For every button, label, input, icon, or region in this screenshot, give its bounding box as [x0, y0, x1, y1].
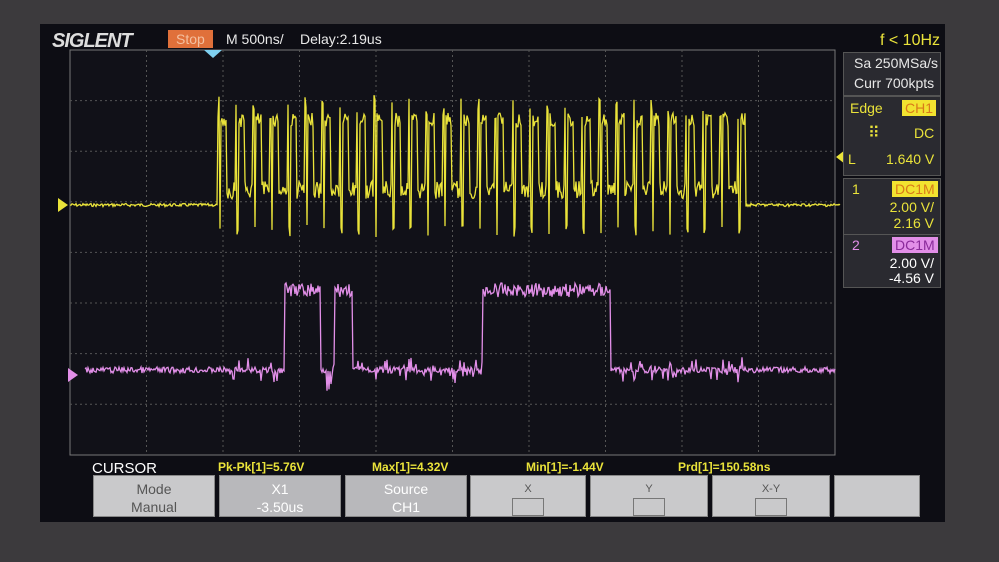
trigger-level: 1.640 V	[886, 151, 935, 167]
softkey[interactable]: X	[470, 475, 586, 517]
ch1-offset: 2.16 V	[893, 215, 934, 231]
softkey[interactable]: X-Y	[712, 475, 830, 517]
softkey-label: Mode	[136, 481, 172, 497]
ch2-marker	[68, 368, 78, 382]
measurement: Max[1]=4.32V	[372, 460, 449, 474]
trigger-level-marker	[836, 150, 845, 164]
sample-rate: Sa 250MSa/s	[854, 55, 939, 71]
softkey[interactable]: X1 -3.50us	[219, 475, 341, 517]
ch1-trace	[69, 95, 841, 238]
delay: Delay:2.19us	[300, 31, 382, 47]
softkey-icon	[512, 498, 544, 516]
trigger-level-label: L	[848, 151, 856, 167]
trigger-source: CH1	[902, 100, 937, 116]
acquisition-panel: Sa 250MSa/s Curr 700kpts	[843, 52, 941, 96]
softkey-value: Manual	[131, 499, 177, 515]
softkey[interactable]: Y	[590, 475, 708, 517]
softkey-icon	[633, 498, 665, 516]
ch2-scale: 2.00 V/	[889, 255, 934, 271]
ch1-scale: 2.00 V/	[889, 199, 934, 215]
ch2-offset: -4.56 V	[888, 270, 934, 286]
ch2-coupling: DC1M	[892, 237, 938, 253]
trigger-frequency: f < 10Hz	[880, 32, 941, 49]
softkey-value: -3.50us	[256, 499, 304, 515]
trigger-type: Edge	[850, 100, 883, 116]
softkey[interactable]: Source CH1	[345, 475, 467, 517]
memory-depth: Curr 700kpts	[854, 75, 935, 91]
softkey-label: X-Y	[761, 483, 781, 495]
brand: SIGLENT	[52, 30, 133, 52]
ch1-coupling: DC1M	[892, 181, 938, 197]
softkey[interactable]: Mode Manual	[93, 475, 215, 517]
softkey-label: X1	[271, 481, 289, 497]
ch1-marker	[58, 198, 68, 212]
ch2-panel[interactable]: 2 DC1M 2.00 V/ -4.56 V	[843, 234, 941, 288]
softkey-menu[interactable]	[834, 475, 920, 517]
measurement: Min[1]=-1.44V	[526, 460, 604, 474]
run-status[interactable]: Stop	[168, 30, 213, 48]
softkey-value: CH1	[391, 499, 420, 515]
trigger-position-marker	[204, 50, 222, 58]
softkey-label: X	[524, 483, 532, 495]
measurement: Pk-Pk[1]=5.76V	[218, 460, 305, 474]
cursor-title: CURSOR	[92, 460, 158, 477]
ch1-panel[interactable]: 1 DC1M 2.00 V/ 2.16 V	[843, 178, 941, 236]
ch2-number: 2	[852, 237, 860, 253]
softkey-label: Y	[645, 483, 653, 495]
ch1-number: 1	[852, 181, 860, 197]
edge-icon: ⠿	[868, 125, 880, 142]
measurement: Prd[1]=150.58ns	[678, 460, 771, 474]
softkey-icon	[755, 498, 787, 516]
softkey-label: Source	[383, 481, 429, 497]
ch2-trace	[84, 281, 836, 391]
trigger-coupling: DC	[914, 125, 935, 141]
timebase: M 500ns/	[226, 31, 284, 47]
trigger-panel[interactable]: Edge CH1 ⠿ DC L 1.640 V	[843, 96, 941, 176]
